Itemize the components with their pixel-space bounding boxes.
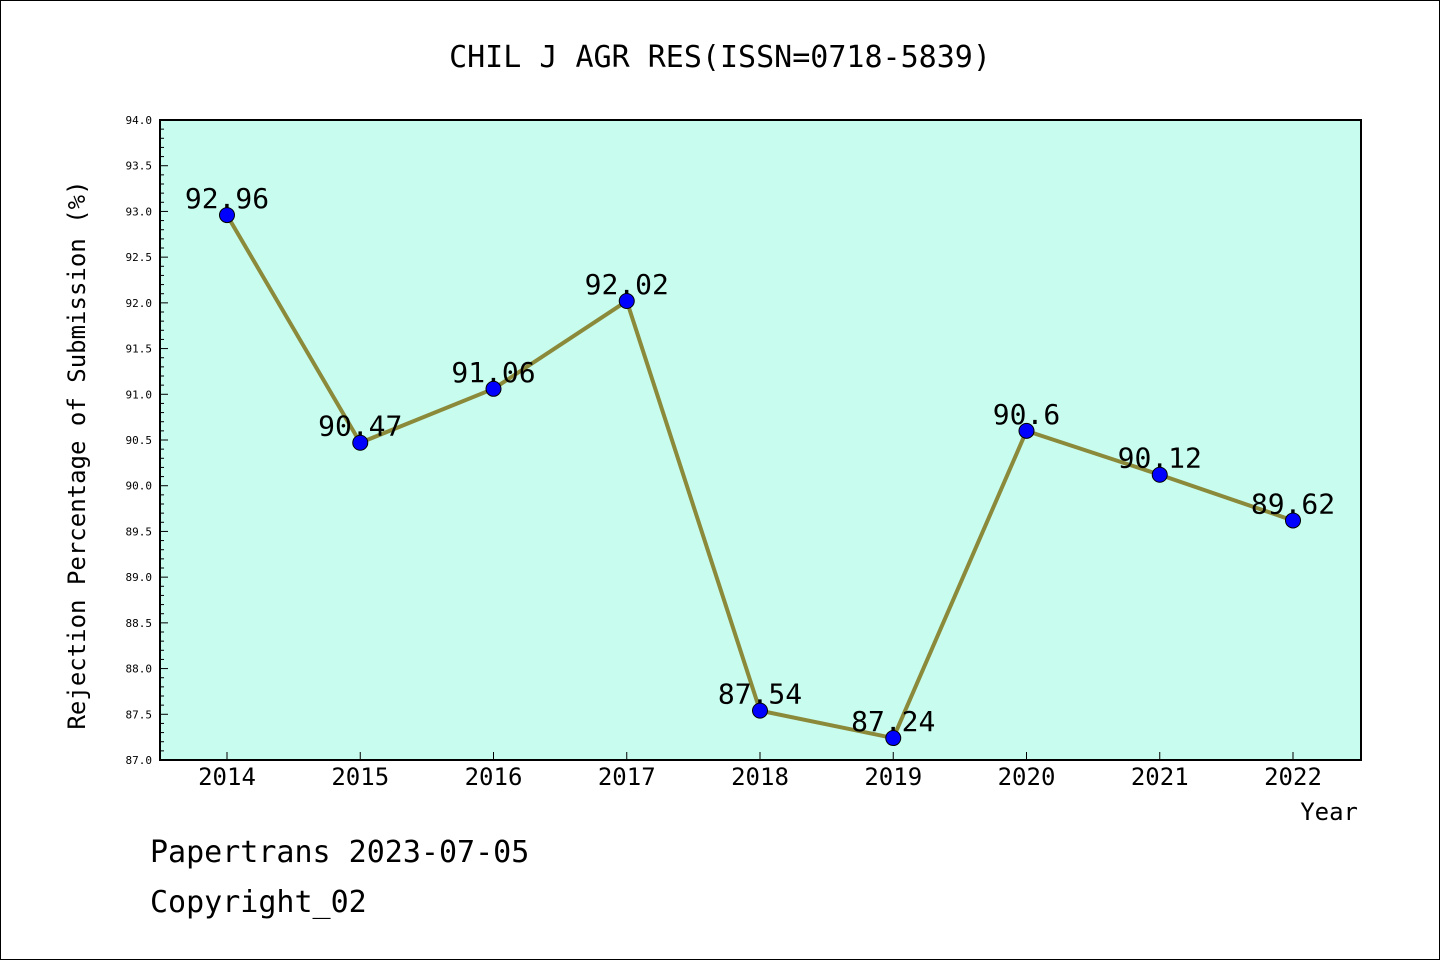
data-label: 91.06 xyxy=(451,356,535,389)
data-point xyxy=(752,702,768,719)
chart-title: CHIL J AGR RES(ISSN=0718-5839) xyxy=(449,40,991,75)
y-tick-label: 91.0 xyxy=(126,388,153,401)
x-tick-label: 2014 xyxy=(198,763,256,791)
y-tick-label: 93.0 xyxy=(126,205,153,218)
data-point xyxy=(1018,422,1035,439)
y-tick-label: 88.0 xyxy=(126,663,153,676)
y-tick-label: 90.0 xyxy=(126,480,153,493)
data-point xyxy=(352,434,369,451)
data-label: 92.02 xyxy=(585,268,669,301)
x-tick-label: 2016 xyxy=(465,763,523,791)
y-tick-label: 89.5 xyxy=(126,525,153,538)
x-axis: 2014 2015 2016 2017 2018 2019 2020 2021 2022 xyxy=(198,752,1322,791)
y-tick-label: 91.5 xyxy=(126,343,153,356)
x-tick-label: 2020 xyxy=(998,763,1056,791)
data-label: 90.12 xyxy=(1118,442,1202,475)
series-layer: 92.96 90.47 91.06 92.02 87.54 87.24 90.6 90.12 8… xyxy=(185,182,1335,747)
y-tick-label: 92.0 xyxy=(126,297,153,310)
data-point xyxy=(219,207,235,224)
data-label: 87.54 xyxy=(718,678,802,711)
y-tick-label: 87.0 xyxy=(126,754,153,767)
y-tick-label: 92.5 xyxy=(126,251,153,264)
data-point xyxy=(485,380,502,397)
y-tick-label: 88.5 xyxy=(126,617,153,630)
data-label: 89.62 xyxy=(1251,487,1335,520)
x-axis-label: Year xyxy=(1300,798,1358,826)
footer-copyright: Copyright_02 xyxy=(150,885,367,920)
data-label: 87.24 xyxy=(851,705,935,738)
x-tick-label: 2018 xyxy=(731,763,789,791)
data-point xyxy=(885,730,902,747)
data-point xyxy=(1151,466,1168,483)
y-tick-label: 90.5 xyxy=(126,434,153,447)
y-tick-label: 94.0 xyxy=(126,114,153,127)
y-tick-label: 89.0 xyxy=(126,571,153,584)
footer-date: Papertrans 2023-07-05 xyxy=(150,835,530,870)
data-point xyxy=(1285,512,1301,529)
y-axis: 87.0 87.5 88.0 88.5 89.0 89.5 90.0 90.5 91.0 91.5… xyxy=(126,114,168,767)
y-tick-label: 87.5 xyxy=(126,708,153,721)
data-point xyxy=(618,293,635,310)
x-tick-label: 2015 xyxy=(331,763,389,791)
x-tick-label: 2017 xyxy=(598,763,656,791)
y-tick-label: 93.5 xyxy=(126,160,153,173)
y-axis-label: Rejection Percentage of Submission (%) xyxy=(63,180,91,729)
x-tick-label: 2022 xyxy=(1264,763,1322,791)
x-tick-label: 2021 xyxy=(1131,763,1189,791)
data-label: 90.47 xyxy=(318,410,402,443)
x-tick-label: 2019 xyxy=(864,763,922,791)
data-label: 92.96 xyxy=(185,182,269,215)
data-label: 90.6 xyxy=(993,398,1060,431)
